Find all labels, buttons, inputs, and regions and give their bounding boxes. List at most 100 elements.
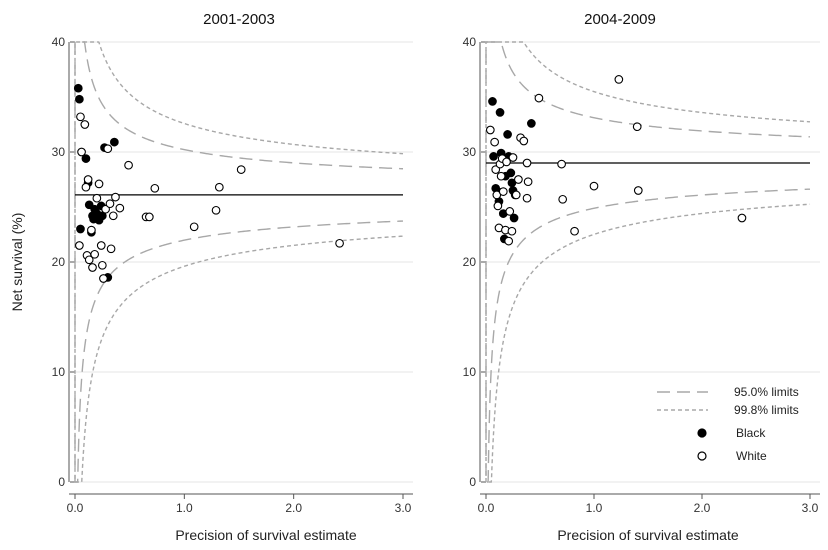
data-point-black	[84, 200, 94, 210]
data-point-black	[73, 83, 83, 93]
data-point-white	[514, 175, 523, 184]
data-point-black	[527, 119, 536, 128]
control-limit-line	[485, 41, 811, 163]
data-point-black	[76, 224, 85, 234]
data-point-white	[511, 190, 521, 200]
y-tick-label: 40	[463, 35, 477, 49]
data-point-white	[87, 225, 96, 235]
data-point-white	[236, 165, 246, 174]
data-point-white	[75, 241, 84, 250]
control-limit-line	[74, 194, 404, 483]
x-tick-label: 3.0	[395, 501, 412, 515]
data-point-white	[97, 260, 107, 270]
data-point-white	[523, 177, 533, 187]
control-limit-line	[74, 194, 404, 483]
data-point-white	[211, 205, 221, 215]
data-point-white	[144, 212, 154, 222]
panel-2001-2003: 2001-2003 Precision of survival estimate…	[52, 11, 413, 543]
x-axis-label: Precision of survival estimate	[557, 527, 739, 543]
data-point-white	[737, 213, 747, 223]
data-point-white	[504, 236, 514, 246]
data-point-white	[557, 159, 566, 169]
data-point-white	[106, 244, 116, 254]
data-point-white	[108, 211, 118, 221]
data-point-white	[115, 203, 125, 213]
data-point-white	[80, 120, 90, 129]
data-point-white	[81, 182, 91, 192]
data-point-white	[189, 222, 199, 232]
data-point-white	[103, 144, 113, 154]
data-point-white	[522, 193, 532, 203]
data-point-white	[214, 182, 224, 192]
data-point-white	[84, 255, 94, 265]
legend-label-998-limits: 99.8% limits	[734, 403, 799, 417]
y-tick-label: 0	[58, 475, 65, 489]
data-point-white	[77, 147, 86, 157]
y-tick-label: 30	[52, 145, 66, 159]
data-point-black	[110, 137, 119, 147]
x-tick-label: 1.0	[176, 501, 193, 515]
y-tick-label: 20	[52, 255, 66, 269]
y-tick-label: 20	[463, 255, 477, 269]
data-point-white	[105, 199, 115, 209]
data-point-white	[96, 241, 106, 250]
data-point-white	[83, 175, 93, 184]
legend-key-black	[697, 428, 707, 438]
legend-label-95-limits: 95.0% limits	[734, 385, 799, 399]
y-tick-label: 10	[463, 365, 477, 379]
legend-label-white: White	[736, 449, 767, 463]
x-tick-label: 0.0	[67, 501, 84, 515]
y-axis-label: Net survival (%)	[9, 213, 25, 312]
y-tick-label: 0	[469, 475, 476, 489]
data-point-black	[506, 168, 516, 178]
x-tick-label: 2.0	[694, 501, 711, 515]
data-point-black	[81, 154, 91, 163]
data-point-white	[111, 192, 120, 202]
control-limit-line	[485, 41, 811, 163]
data-point-white	[507, 226, 517, 236]
data-point-black	[495, 108, 505, 117]
data-point-black	[93, 212, 103, 222]
legend-label-black: Black	[736, 426, 766, 440]
data-point-black	[488, 97, 497, 106]
data-point-white	[150, 183, 160, 193]
data-point-white	[99, 274, 108, 283]
data-point-white	[88, 263, 97, 272]
data-point-white	[101, 204, 110, 214]
data-point-black	[489, 152, 498, 161]
x-tick-label: 3.0	[802, 501, 819, 515]
x-tick-label: 2.0	[285, 501, 302, 515]
data-point-black	[75, 94, 84, 104]
data-point-white	[485, 125, 495, 135]
x-tick-label: 0.0	[478, 501, 495, 515]
data-point-white	[92, 193, 102, 203]
data-point-white	[76, 112, 85, 122]
data-point-white	[490, 137, 499, 147]
data-point-white	[94, 179, 104, 189]
x-tick-label: 1.0	[586, 501, 603, 515]
data-point-white	[614, 75, 624, 84]
data-point-white	[498, 187, 508, 196]
y-tick-label: 30	[463, 145, 477, 159]
data-point-white	[335, 238, 344, 248]
data-point-white	[508, 153, 518, 162]
y-tick-label: 40	[52, 35, 66, 49]
panel-title: 2001-2003	[203, 11, 275, 28]
data-point-white	[632, 122, 642, 132]
panel-2004-2009: 2004-2009 Precision of survival estimate…	[463, 11, 820, 543]
data-point-white	[90, 249, 100, 259]
data-point-white	[633, 186, 643, 195]
data-point-white	[558, 194, 568, 204]
data-point-white	[124, 160, 133, 170]
plot-area: 0 10 20 30 40 0.0 1.0 2.0 3.0	[52, 35, 413, 515]
data-point-black	[503, 130, 512, 139]
data-point-white	[496, 171, 506, 181]
legend: 95.0% limits 99.8% limits Black White	[657, 385, 799, 463]
data-point-white	[519, 136, 529, 146]
data-point-white	[522, 158, 532, 168]
control-limit-line	[485, 163, 811, 483]
data-point-white	[505, 207, 515, 216]
panel-title: 2004-2009	[584, 11, 656, 28]
data-point-white	[589, 181, 599, 191]
